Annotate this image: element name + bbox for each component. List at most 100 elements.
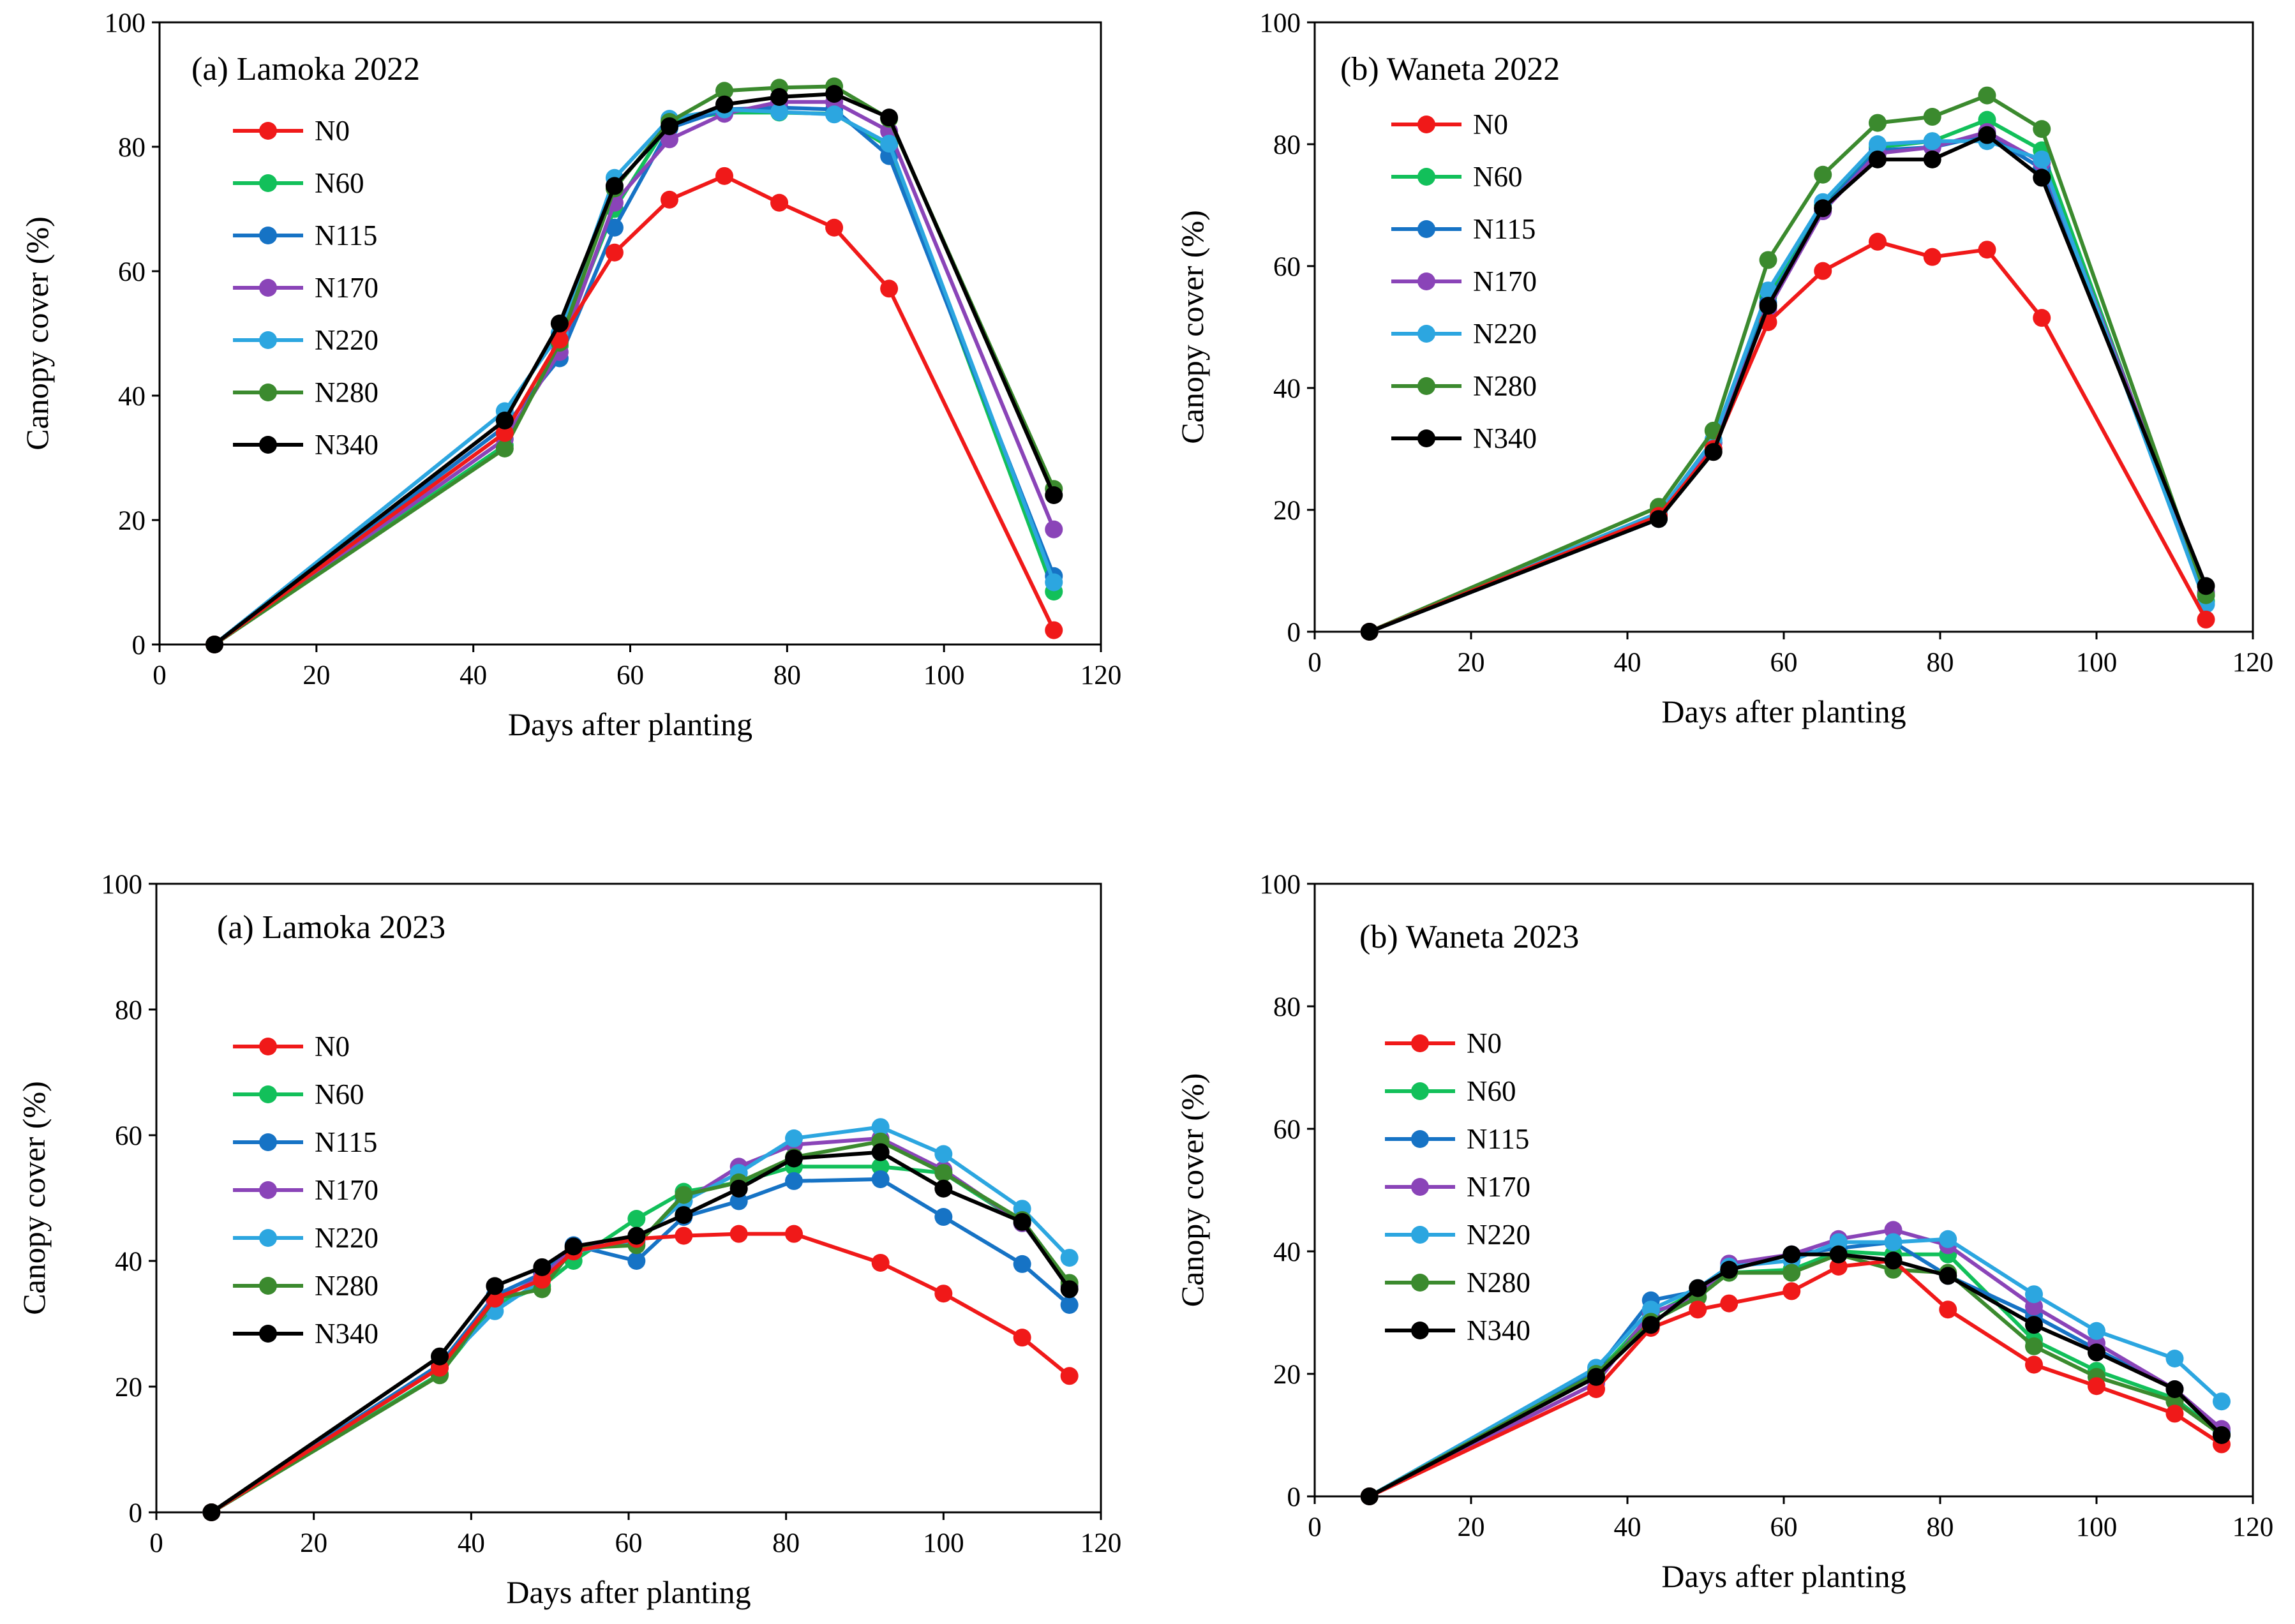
- x-tick-label: 120: [2232, 648, 2274, 678]
- legend-marker-n115: [1411, 1130, 1429, 1148]
- data-point-n340: [675, 1206, 693, 1225]
- data-point-n280: [1923, 108, 1941, 126]
- data-point-n220: [1884, 1233, 1903, 1251]
- data-point-n280: [1759, 251, 1777, 269]
- chart-waneta-2023: 0 20 40 60 80 100 0 20 40 60 80 100 120 Days after pl…: [1174, 870, 2273, 1594]
- y-tick-label: 60: [1273, 1115, 1301, 1145]
- legend-label-n115: N115: [315, 220, 377, 251]
- data-point-n340: [2213, 1426, 2231, 1444]
- legend-label-n280: N280: [315, 1270, 378, 1302]
- series-line-n340: [1368, 133, 2208, 634]
- data-point-n220: [2213, 1392, 2231, 1411]
- data-point-n0: [660, 190, 678, 209]
- y-axis-title: Canopy cover (%): [1174, 1073, 1210, 1307]
- y-tick-label: 40: [118, 382, 146, 412]
- data-point-n0: [1587, 1380, 1605, 1398]
- data-point-n220: [1060, 1249, 1079, 1267]
- data-point-n220: [770, 103, 789, 121]
- legend-marker-n170: [1411, 1178, 1429, 1196]
- plot-frame: [1313, 883, 2254, 1498]
- data-point-n220: [2088, 1322, 2105, 1340]
- legend: N0 N60 N115 N170 N220 N280 N340: [233, 115, 378, 461]
- x-tick-label: 40: [1614, 1512, 1641, 1542]
- x-tick-label: 120: [1080, 660, 1122, 690]
- x-tick-label: 100: [923, 660, 965, 690]
- data-point-n340: [880, 108, 899, 127]
- x-tick-label: 40: [458, 1528, 485, 1558]
- data-point-n0: [1829, 1258, 1848, 1276]
- data-point-n220: [871, 1118, 890, 1136]
- data-point-n0: [1013, 1329, 1031, 1347]
- legend-label-n115: N115: [1473, 213, 1536, 245]
- x-tick-label: 20: [300, 1528, 327, 1558]
- data-point-n340: [785, 1149, 803, 1168]
- y-tick-label: 40: [115, 1247, 142, 1277]
- legend-marker-n280: [259, 384, 277, 401]
- series-line-n220: [1368, 139, 2208, 634]
- legend-label-n0: N0: [315, 115, 350, 147]
- data-point-n115: [627, 1252, 646, 1270]
- legend-label-n340: N340: [315, 1318, 378, 1350]
- data-point-n220: [880, 135, 899, 153]
- legend: N0 N60 N115 N170 N220 N280 N340: [1385, 1027, 1530, 1346]
- x-tick-label: 100: [2076, 648, 2118, 678]
- y-tick-label: 0: [1287, 1482, 1301, 1512]
- y-tick-label: 0: [129, 1498, 143, 1528]
- data-point-n220: [1923, 132, 1941, 151]
- y-tick-label: 40: [1273, 374, 1301, 404]
- legend-label-n60: N60: [1473, 161, 1523, 193]
- data-point-n340: [1013, 1212, 1031, 1231]
- data-point-n220: [934, 1145, 953, 1163]
- data-point-n340: [533, 1258, 551, 1276]
- y-tick-label: 100: [1260, 870, 1301, 900]
- legend-marker-n220: [1411, 1226, 1429, 1244]
- data-point-n0: [2197, 610, 2215, 629]
- x-axis-title: Days after planting: [1661, 694, 1906, 729]
- y-axis-title: Canopy cover (%): [1174, 210, 1210, 444]
- data-point-n340: [1814, 199, 1832, 218]
- data-point-n0: [1923, 248, 1941, 266]
- data-point-n340: [605, 177, 624, 195]
- data-point-n340: [486, 1277, 504, 1295]
- data-point-n280: [2165, 1392, 2184, 1411]
- y-tick-label: 20: [1273, 1360, 1301, 1390]
- data-point-n340: [1587, 1367, 1605, 1386]
- data-point-n0: [785, 1225, 803, 1243]
- series-line-n340: [213, 92, 1056, 646]
- data-point-n340: [660, 117, 678, 135]
- data-point-n280: [1814, 165, 1832, 184]
- data-point-n0: [1783, 1282, 1801, 1300]
- legend-label-n220: N220: [1473, 318, 1537, 350]
- legend-marker-n170: [259, 1181, 277, 1199]
- legend-marker-n340: [259, 436, 277, 454]
- legend-label-n170: N170: [315, 1174, 378, 1206]
- x-tick-label: 60: [1770, 648, 1798, 678]
- data-point-n340: [1689, 1279, 1707, 1297]
- x-axis-title: Days after planting: [506, 1574, 751, 1610]
- legend-marker-n170: [259, 279, 277, 297]
- data-point-n340: [1060, 1280, 1079, 1299]
- data-point-n280: [1869, 114, 1887, 132]
- legend-label-n340: N340: [315, 429, 378, 461]
- y-tick-label: 60: [1273, 252, 1301, 282]
- legend-label-n280: N280: [315, 376, 378, 408]
- data-point-n340: [495, 412, 514, 429]
- legend-label-n280: N280: [1473, 370, 1537, 402]
- series-n340: [206, 85, 1063, 653]
- x-tick-label: 20: [303, 660, 330, 690]
- data-point-n0: [1814, 262, 1832, 280]
- data-point-n340: [2088, 1343, 2105, 1362]
- panel-title: (a) Lamoka 2022: [191, 51, 420, 87]
- data-point-n0: [2088, 1377, 2105, 1396]
- data-point-n115: [605, 218, 624, 237]
- series-line-n280: [1368, 93, 2208, 634]
- chart-lamoka-2023: 0 20 40 60 80 100 0 20 40 60 80 100 120 Days after pl…: [16, 870, 1121, 1610]
- legend-marker-n340: [259, 1325, 277, 1343]
- data-point-n0: [880, 279, 899, 298]
- legend-marker-n115: [259, 227, 277, 244]
- data-point-n340: [1783, 1245, 1801, 1263]
- legend-label-n220: N220: [315, 324, 378, 356]
- x-tick-label: 20: [1458, 648, 1485, 678]
- data-point-n340: [1869, 150, 1887, 168]
- legend-marker-n0: [259, 1038, 277, 1055]
